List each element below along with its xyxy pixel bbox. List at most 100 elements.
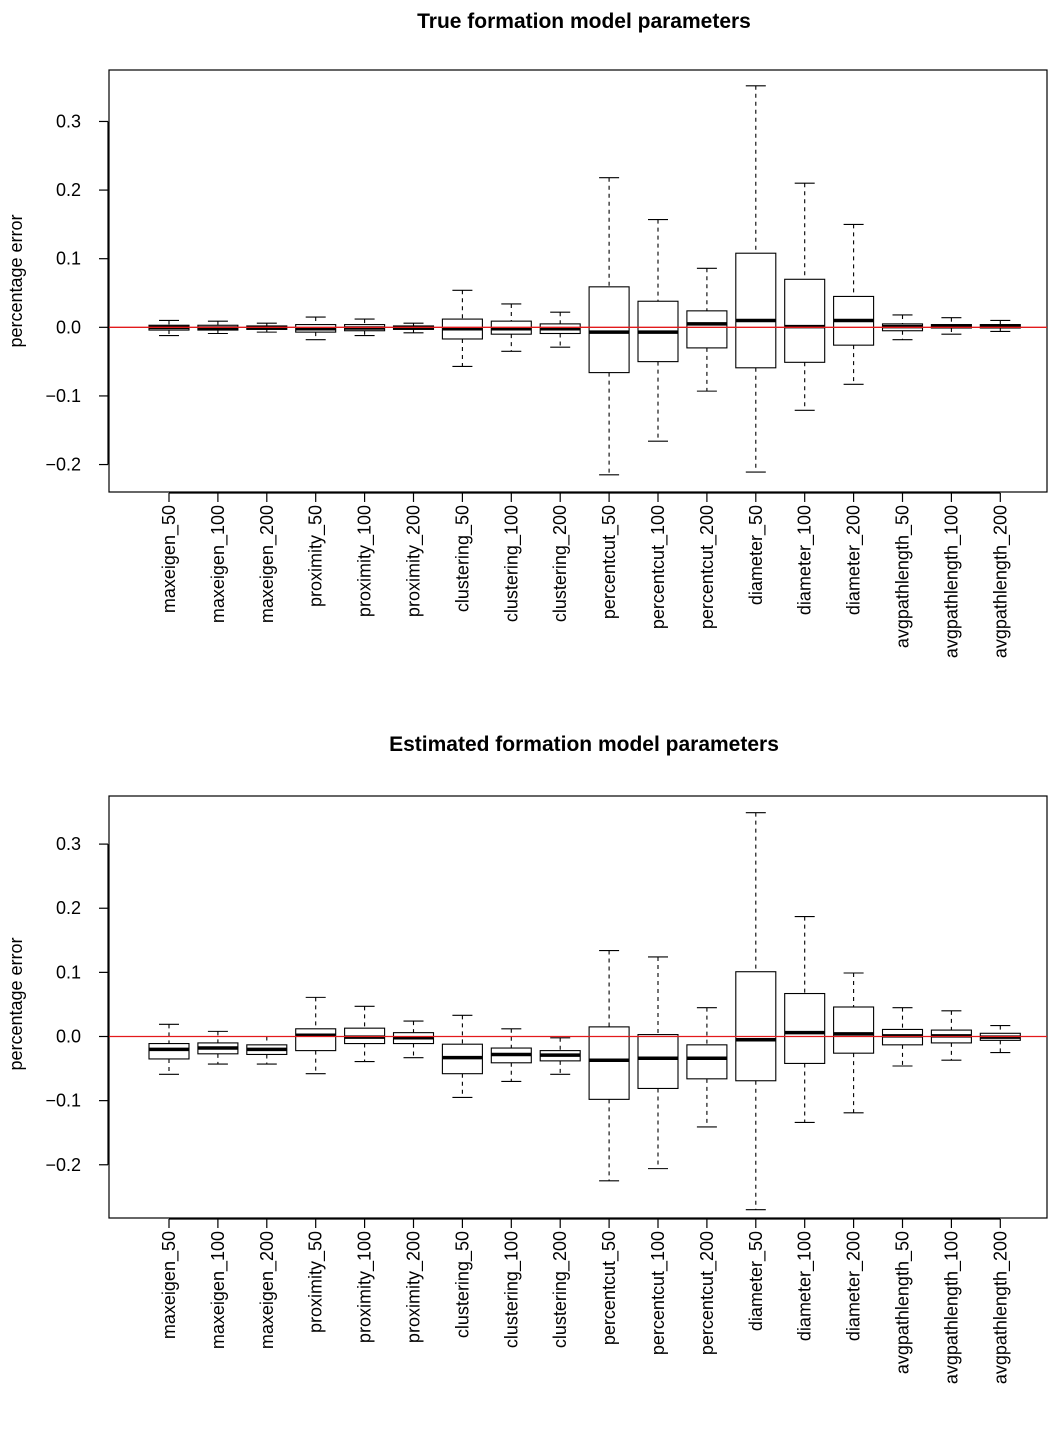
iqr-box xyxy=(784,992,826,1064)
box-avgpathlength-50: avgpathlength_50 xyxy=(881,314,924,648)
y-tick-label: −0.2 xyxy=(45,1155,81,1175)
box-diameter-50: diameter_50 xyxy=(735,812,777,1331)
x-category-label: diameter_100 xyxy=(795,505,816,615)
x-category-label: maxeigen_50 xyxy=(159,505,180,613)
box-percentcut-200: percentcut_200 xyxy=(686,267,728,629)
x-category-label: avgpathlength_100 xyxy=(941,1231,962,1384)
iqr-box xyxy=(735,252,777,369)
x-category-label: clustering_200 xyxy=(550,1231,571,1348)
x-category-label: avgpathlength_50 xyxy=(893,505,914,648)
x-category-label: clustering_50 xyxy=(452,1231,473,1338)
y-tick-label: 0.2 xyxy=(56,898,81,918)
x-category-label: proximity_100 xyxy=(355,1231,376,1343)
x-category-label: diameter_200 xyxy=(844,505,865,615)
plot-frame xyxy=(108,795,1048,1219)
box-clustering-50: clustering_50 xyxy=(441,289,483,612)
iqr-box xyxy=(588,286,630,374)
iqr-box xyxy=(686,1044,728,1080)
box-proximity-50: proximity_50 xyxy=(295,996,337,1333)
y-tick-label: 0.3 xyxy=(56,834,81,854)
x-category-label: diameter_200 xyxy=(844,1231,865,1341)
box-maxeigen-200: maxeigen_200 xyxy=(246,1035,288,1349)
x-category-label: proximity_100 xyxy=(355,505,376,617)
box-clustering-200: clustering_200 xyxy=(539,1037,581,1348)
iqr-box xyxy=(833,1006,875,1054)
x-category-label: maxeigen_100 xyxy=(208,505,229,623)
y-axis-label: percentage error xyxy=(6,937,26,1070)
box-proximity-100: proximity_100 xyxy=(344,318,386,617)
box-clustering-100: clustering_100 xyxy=(490,1028,532,1348)
x-category-label: avgpathlength_200 xyxy=(990,505,1011,658)
y-tick-label: 0.0 xyxy=(56,317,81,337)
box-clustering-200: clustering_200 xyxy=(539,311,581,622)
plot-frame xyxy=(108,69,1048,493)
y-tick-label: −0.1 xyxy=(45,386,81,406)
box-clustering-50: clustering_50 xyxy=(441,1014,483,1338)
x-category-label: diameter_100 xyxy=(795,1231,816,1341)
x-category-label: diameter_50 xyxy=(746,505,767,605)
box-proximity-200: proximity_200 xyxy=(392,322,435,617)
x-category-label: avgpathlength_200 xyxy=(990,1231,1011,1384)
x-category-label: percentcut_100 xyxy=(648,1231,669,1355)
x-category-label: avgpathlength_100 xyxy=(941,505,962,658)
y-axis-label: percentage error xyxy=(6,214,26,347)
x-category-label: clustering_200 xyxy=(550,505,571,622)
x-category-label: percentcut_50 xyxy=(599,505,620,619)
box-percentcut-200: percentcut_200 xyxy=(686,1007,728,1355)
x-category-label: percentcut_100 xyxy=(648,505,669,629)
x-category-label: proximity_200 xyxy=(404,505,425,617)
x-category-label: maxeigen_200 xyxy=(257,1231,278,1349)
box-diameter-50: diameter_50 xyxy=(735,85,777,605)
x-category-label: maxeigen_100 xyxy=(208,1231,229,1349)
box-proximity-100: proximity_100 xyxy=(344,1005,386,1343)
x-category-label: maxeigen_50 xyxy=(159,1231,180,1339)
iqr-box xyxy=(686,310,728,349)
box-maxeigen-50: maxeigen_50 xyxy=(148,319,190,613)
chart-title: Estimated formation model parameters xyxy=(389,733,779,756)
iqr-box xyxy=(588,1026,630,1100)
box-percentcut-100: percentcut_100 xyxy=(637,956,679,1355)
x-category-label: diameter_50 xyxy=(746,1231,767,1331)
chart-panel-true-parameters: True formation model parameters percenta… xyxy=(6,10,1048,658)
box-avgpathlength-200: avgpathlength_200 xyxy=(979,1025,1021,1384)
y-tick-label: 0.3 xyxy=(56,111,81,131)
x-category-label: maxeigen_200 xyxy=(257,505,278,623)
x-category-label: clustering_100 xyxy=(501,1231,522,1348)
plot-area: −0.2 −0.1 0.0 0.1 0.2 0.3 maxeigen_50 maxeigen_… xyxy=(45,795,1048,1384)
x-category-label: percentcut_200 xyxy=(697,1231,718,1355)
box-maxeigen-200: maxeigen_200 xyxy=(246,322,288,623)
box-maxeigen-50: maxeigen_50 xyxy=(148,1023,190,1339)
box-diameter-200: diameter_200 xyxy=(833,972,875,1341)
y-tick-label: −0.2 xyxy=(45,455,81,475)
x-category-label: proximity_50 xyxy=(306,505,327,607)
x-category-label: clustering_100 xyxy=(501,505,522,622)
chart-title: True formation model parameters xyxy=(417,10,751,33)
box-diameter-100: diameter_100 xyxy=(784,916,826,1341)
y-tick-label: −0.1 xyxy=(45,1091,81,1111)
plot-area: −0.2 −0.1 0.0 0.1 0.2 0.3 maxeigen_50 maxeigen_… xyxy=(45,69,1048,658)
box-clustering-100: clustering_100 xyxy=(490,303,532,622)
box-avgpathlength-50: avgpathlength_50 xyxy=(881,1007,924,1374)
y-tick-label: 0.0 xyxy=(56,1027,81,1047)
box-percentcut-50: percentcut_50 xyxy=(588,950,630,1345)
box-avgpathlength-100: avgpathlength_100 xyxy=(930,1010,972,1384)
box-diameter-200: diameter_200 xyxy=(833,223,875,615)
box-maxeigen-100: maxeigen_100 xyxy=(197,320,239,623)
x-category-label: percentcut_200 xyxy=(697,505,718,629)
x-category-label: proximity_50 xyxy=(306,1231,327,1333)
x-category-label: proximity_200 xyxy=(404,1231,425,1343)
box-diameter-100: diameter_100 xyxy=(784,182,826,615)
iqr-box xyxy=(148,1043,190,1060)
box-maxeigen-100: maxeigen_100 xyxy=(197,1030,239,1349)
x-category-label: avgpathlength_50 xyxy=(893,1231,914,1374)
y-tick-label: 0.2 xyxy=(56,180,81,200)
x-category-label: percentcut_50 xyxy=(599,1231,620,1345)
box-avgpathlength-200: avgpathlength_200 xyxy=(979,319,1021,658)
box-percentcut-100: percentcut_100 xyxy=(637,219,679,629)
iqr-box xyxy=(295,1028,337,1052)
box-percentcut-50: percentcut_50 xyxy=(588,177,630,619)
box-proximity-50: proximity_50 xyxy=(295,316,337,607)
iqr-box xyxy=(637,1034,679,1089)
x-category-label: clustering_50 xyxy=(452,505,473,612)
